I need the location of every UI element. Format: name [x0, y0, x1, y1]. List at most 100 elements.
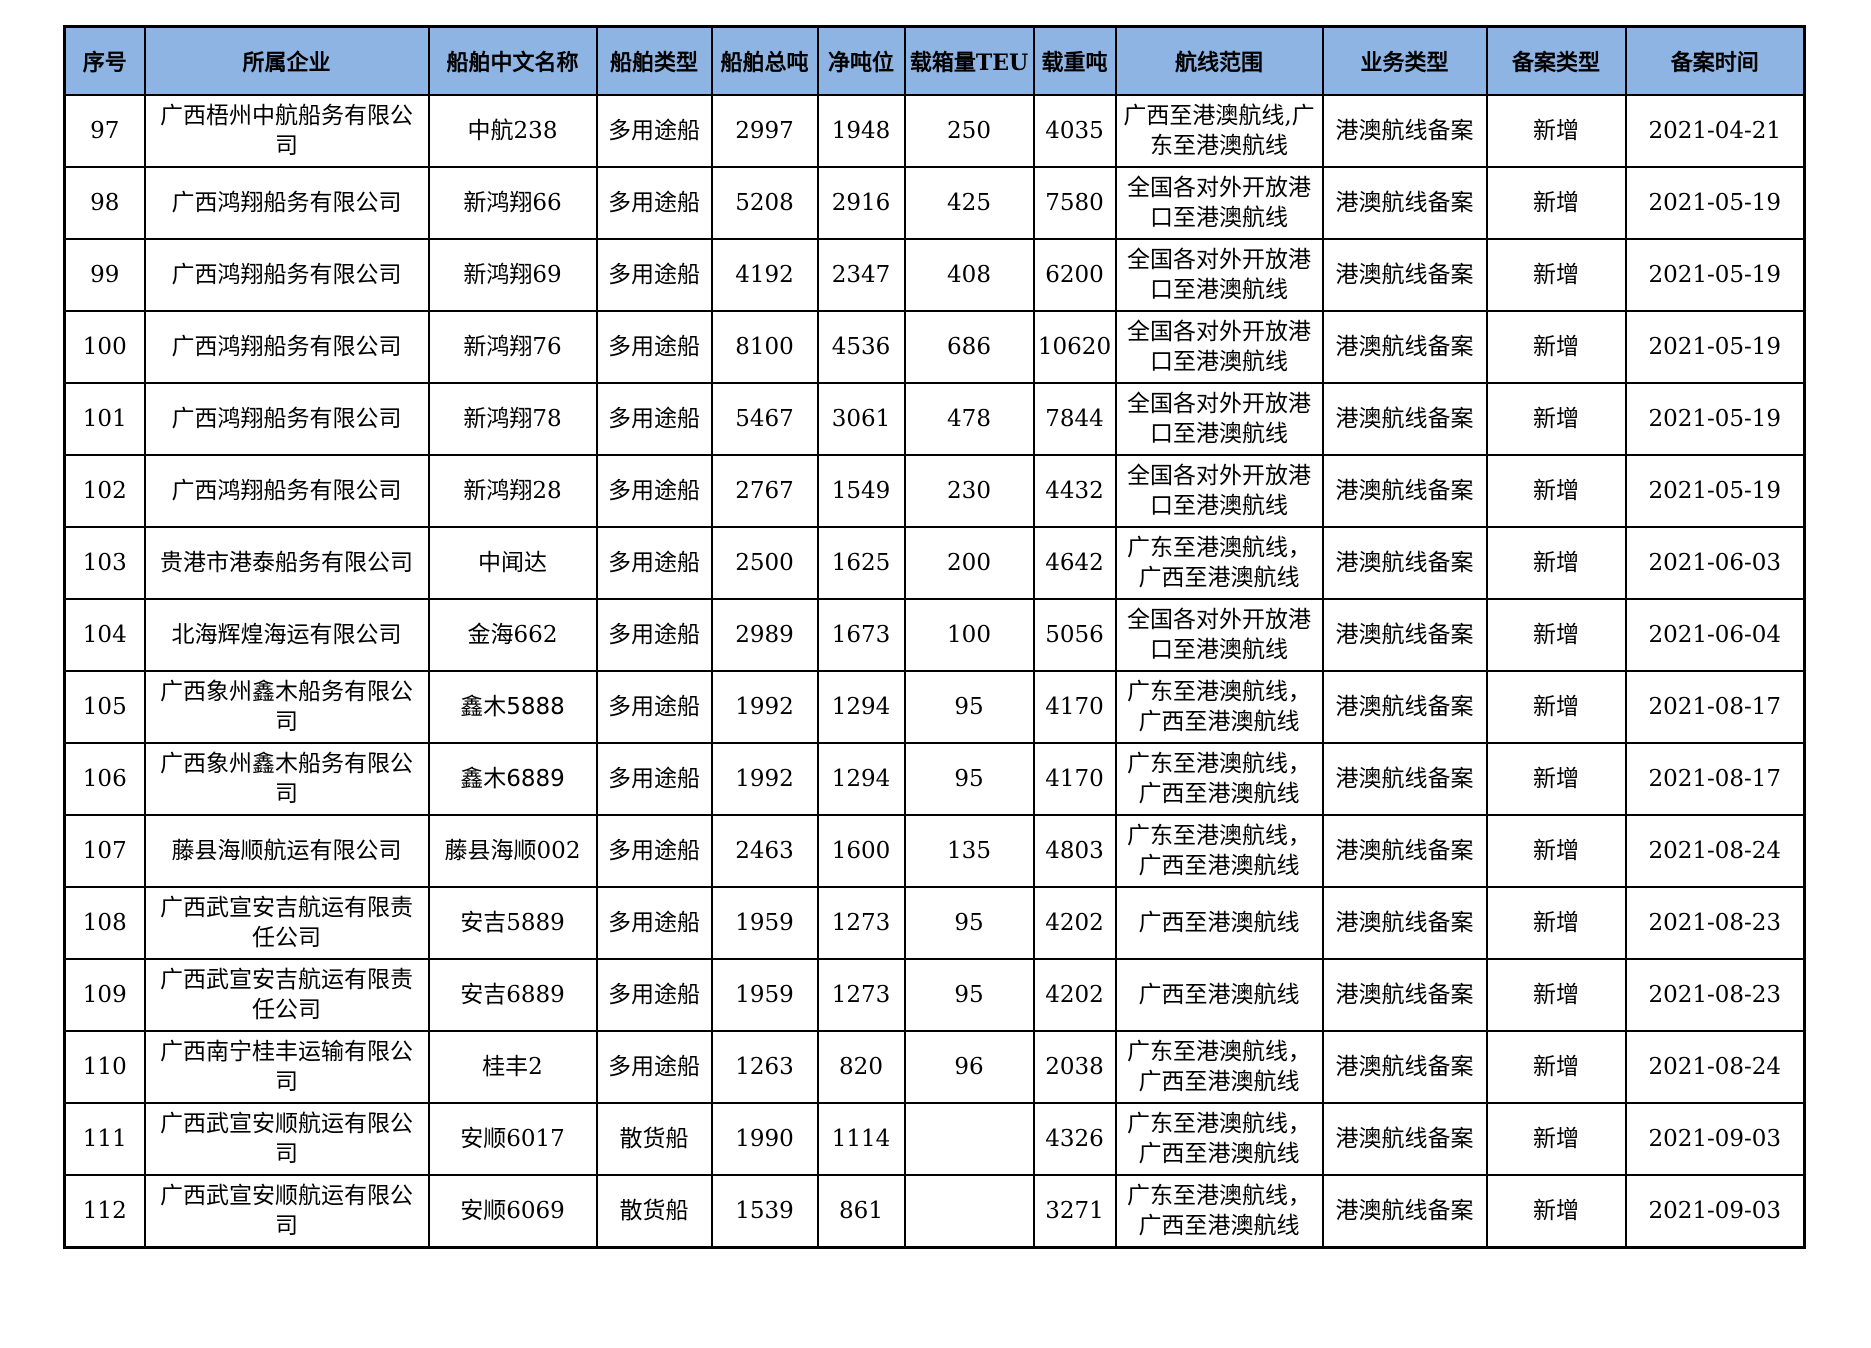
cell-ship-type: 多用途船: [595, 454, 713, 528]
cell-net-tonnage: 820: [816, 1030, 906, 1104]
cell-ship-name: 新鸿翔76: [427, 310, 598, 384]
cell-gross-tonnage: 5208: [710, 166, 819, 240]
cell-ship-type: 多用途船: [595, 94, 713, 168]
cell-business-type: 港澳航线备案: [1321, 94, 1488, 168]
table-row: 112 广西武宣安顺航运有限公 司安顺6069 散货船 1539 861 3271 广东至港…: [63, 1174, 1806, 1249]
cell-net-tonnage: 1549: [816, 454, 906, 528]
cell-filing-type: 新增: [1485, 1030, 1627, 1104]
cell-business-type: 港澳航线备案: [1321, 310, 1488, 384]
cell-filing-date: 2021-09-03: [1624, 1174, 1806, 1249]
cell-serial: 101: [63, 382, 146, 456]
col-header-route: 航线范围: [1114, 25, 1324, 96]
col-header-net-tonnage: 净吨位: [816, 25, 906, 96]
cell-teu: 95: [903, 886, 1035, 960]
cell-deadweight: 10620: [1032, 310, 1117, 384]
cell-business-type: 港澳航线备案: [1321, 382, 1488, 456]
cell-teu: [903, 1174, 1035, 1249]
col-header-business-type: 业务类型: [1321, 25, 1488, 96]
cell-filing-type: 新增: [1485, 454, 1627, 528]
cell-serial: 100: [63, 310, 146, 384]
cell-ship-type: 多用途船: [595, 958, 713, 1032]
cell-filing-type: 新增: [1485, 886, 1627, 960]
cell-deadweight: 5056: [1032, 598, 1117, 672]
table-row: 109 广西武宣安吉航运有限责 任公司 安吉6889 多用途船 1959 1273 95 42…: [63, 958, 1806, 1032]
cell-company: 广西梧州中航船务有限公 司: [143, 94, 430, 168]
cell-business-type: 港澳航线备案: [1321, 526, 1488, 600]
cell-teu: 425: [903, 166, 1035, 240]
cell-serial: 107: [63, 814, 146, 888]
cell-filing-date: 2021-05-19: [1624, 454, 1806, 528]
cell-business-type: 港澳航线备案: [1321, 814, 1488, 888]
cell-company: 广西象州鑫木船务有限公 司: [143, 670, 430, 744]
cell-company: 广西南宁桂丰运输有限公 司: [143, 1030, 430, 1104]
cell-gross-tonnage: 1959: [710, 886, 819, 960]
cell-company: 广西武宣安吉航运有限责 任公司: [143, 886, 430, 960]
cell-ship-name: 安吉6889: [427, 958, 598, 1032]
cell-route: 全国各对外开放港 口至港澳航线: [1114, 598, 1324, 672]
cell-business-type: 港澳航线备案: [1321, 958, 1488, 1032]
table-row: 101 广西鸿翔船务有限公司 新鸿翔78 多用途船 5467 3061 478 7844 全国各…: [63, 382, 1806, 456]
cell-filing-date: 2021-08-24: [1624, 1030, 1806, 1104]
cell-teu: 408: [903, 238, 1035, 312]
cell-filing-type: 新增: [1485, 238, 1627, 312]
cell-company: 广西象州鑫木船务有限公 司: [143, 742, 430, 816]
cell-net-tonnage: 1948: [816, 94, 906, 168]
cell-filing-type: 新增: [1485, 670, 1627, 744]
col-header-deadweight: 载重吨: [1032, 25, 1117, 96]
cell-company: 藤县海顺航运有限公司: [143, 814, 430, 888]
cell-filing-date: 2021-09-03: [1624, 1102, 1806, 1176]
cell-serial: 99: [63, 238, 146, 312]
cell-filing-type: 新增: [1485, 598, 1627, 672]
cell-filing-date: 2021-05-19: [1624, 166, 1806, 240]
table-row: 108 广西武宣安吉航运有限责 任公司 安吉5889 多用途船 1959 1273 95 42…: [63, 886, 1806, 960]
cell-company: 北海辉煌海运有限公司: [143, 598, 430, 672]
cell-filing-type: 新增: [1485, 382, 1627, 456]
cell-teu: 250: [903, 94, 1035, 168]
cell-gross-tonnage: 1992: [710, 670, 819, 744]
cell-teu: 135: [903, 814, 1035, 888]
ship-filing-table: 序号 所属企业 船舶中文名称 船舶类型 船舶总吨 净吨位 载箱量TEU 载重吨 …: [63, 25, 1806, 1249]
col-header-serial: 序号: [63, 25, 146, 96]
cell-filing-date: 2021-08-17: [1624, 742, 1806, 816]
cell-ship-name: 金海662: [427, 598, 598, 672]
cell-net-tonnage: 1273: [816, 958, 906, 1032]
cell-route: 广东至港澳航线， 广西至港澳航线: [1114, 742, 1324, 816]
cell-ship-name: 新鸿翔28: [427, 454, 598, 528]
cell-gross-tonnage: 8100: [710, 310, 819, 384]
cell-serial: 102: [63, 454, 146, 528]
cell-net-tonnage: 1600: [816, 814, 906, 888]
table-row: 104 北海辉煌海运有限公司 金海662 多用途船 2989 1673 100 5056 全国各…: [63, 598, 1806, 672]
cell-filing-date: 2021-08-23: [1624, 886, 1806, 960]
cell-deadweight: 4803: [1032, 814, 1117, 888]
cell-serial: 108: [63, 886, 146, 960]
cell-ship-name: 新鸿翔69: [427, 238, 598, 312]
cell-serial: 106: [63, 742, 146, 816]
col-header-ship-name: 船舶中文名称: [427, 25, 598, 96]
cell-ship-type: 多用途船: [595, 526, 713, 600]
cell-route: 全国各对外开放港 口至港澳航线: [1114, 310, 1324, 384]
cell-teu: 95: [903, 742, 1035, 816]
cell-filing-date: 2021-08-17: [1624, 670, 1806, 744]
cell-filing-type: 新增: [1485, 814, 1627, 888]
cell-serial: 105: [63, 670, 146, 744]
cell-deadweight: 4035: [1032, 94, 1117, 168]
cell-ship-type: 多用途船: [595, 310, 713, 384]
cell-deadweight: 6200: [1032, 238, 1117, 312]
cell-company: 广西鸿翔船务有限公司: [143, 454, 430, 528]
cell-deadweight: 4170: [1032, 670, 1117, 744]
table-row: 110 广西南宁桂丰运输有限公 司桂丰2 多用途船 1263 820 96 2038 广东至港…: [63, 1030, 1806, 1104]
cell-net-tonnage: 1673: [816, 598, 906, 672]
cell-ship-name: 鑫木6889: [427, 742, 598, 816]
cell-company: 贵港市港泰船务有限公司: [143, 526, 430, 600]
table-row: 100 广西鸿翔船务有限公司 新鸿翔76 多用途船 8100 4536 686 10620 全国…: [63, 310, 1806, 384]
cell-teu: 95: [903, 958, 1035, 1032]
cell-business-type: 港澳航线备案: [1321, 886, 1488, 960]
cell-route: 广东至港澳航线， 广西至港澳航线: [1114, 526, 1324, 600]
cell-company: 广西武宣安顺航运有限公 司: [143, 1174, 430, 1249]
cell-filing-date: 2021-06-04: [1624, 598, 1806, 672]
cell-teu: [903, 1102, 1035, 1176]
cell-gross-tonnage: 2989: [710, 598, 819, 672]
cell-route: 广西至港澳航线: [1114, 958, 1324, 1032]
cell-filing-date: 2021-05-19: [1624, 238, 1806, 312]
cell-business-type: 港澳航线备案: [1321, 598, 1488, 672]
